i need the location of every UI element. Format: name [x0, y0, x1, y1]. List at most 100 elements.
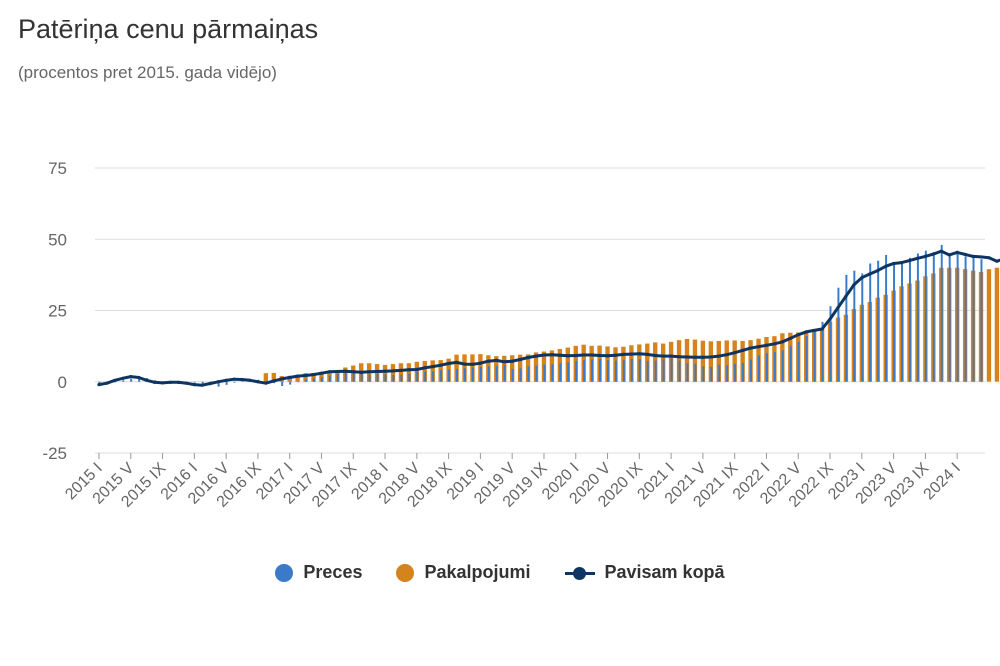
- total-point: [629, 352, 633, 356]
- total-point: [240, 377, 244, 382]
- total-point: [741, 348, 745, 352]
- total-point: [454, 360, 459, 364]
- goods-bar: [789, 346, 792, 382]
- total-point: [852, 283, 856, 287]
- goods-bar: [273, 381, 276, 384]
- goods-bar: [813, 330, 816, 382]
- total-point: [923, 254, 928, 258]
- total-point: [160, 381, 165, 385]
- total-point: [478, 361, 483, 365]
- goods-bar: [734, 363, 737, 382]
- total-point: [772, 342, 777, 346]
- total-point: [558, 353, 562, 357]
- total-point: [884, 264, 888, 268]
- goods-bar: [901, 262, 903, 382]
- goods-bar: [885, 254, 888, 382]
- y-tick-label: 75: [48, 159, 67, 178]
- total-point: [669, 354, 673, 358]
- goods-bar: [765, 353, 768, 382]
- total-point: [780, 340, 784, 344]
- y-tick-label: -25: [42, 444, 67, 463]
- total-point: [391, 369, 395, 373]
- services-bar: [994, 267, 1000, 382]
- total-point: [121, 376, 125, 380]
- goods-bar: [916, 253, 919, 382]
- goods-bar: [718, 364, 721, 382]
- services-bar: [303, 373, 308, 382]
- goods-bar: [757, 355, 760, 382]
- total-point: [383, 369, 387, 373]
- goods-bar: [543, 364, 546, 382]
- total-point: [868, 272, 872, 276]
- goods-bars: [98, 244, 983, 387]
- goods-bar: [869, 263, 872, 382]
- preces-dot-icon: [275, 563, 294, 582]
- goods-bar: [328, 375, 331, 382]
- goods-bar: [241, 381, 244, 382]
- goods-bar: [948, 254, 951, 382]
- total-point: [351, 370, 355, 374]
- services-bar: [406, 363, 412, 382]
- services-bar: [422, 360, 427, 382]
- total-point: [907, 259, 912, 263]
- total-point: [216, 380, 220, 384]
- chart-title: Patēriņa cenu pārmaiņas: [18, 14, 319, 44]
- legend-item-pakalpojumi[interactable]: Pakalpojumi: [396, 562, 531, 583]
- legend-label-pakalpojumi: Pakalpojumi: [424, 562, 531, 582]
- total-point: [375, 369, 379, 374]
- total-point: [407, 368, 411, 372]
- goods-bar: [932, 252, 935, 382]
- total-point: [788, 336, 792, 341]
- total-point: [725, 353, 729, 357]
- goods-bar: [400, 374, 403, 382]
- total-point: [764, 343, 769, 347]
- y-tick-label: 50: [48, 230, 67, 249]
- total-point: [995, 259, 999, 263]
- services-bar: [986, 269, 992, 382]
- goods-bar: [114, 381, 117, 383]
- services-bar: [462, 354, 467, 382]
- total-point: [168, 380, 173, 384]
- legend-item-preces[interactable]: Preces: [275, 562, 362, 583]
- goods-bar: [320, 377, 323, 382]
- goods-bar: [193, 381, 196, 383]
- goods-bar: [742, 362, 745, 382]
- goods-bar: [130, 378, 133, 382]
- line-marker-icon: [564, 564, 595, 582]
- goods-bar: [924, 250, 927, 382]
- goods-bar: [686, 363, 689, 382]
- goods-bar: [305, 379, 308, 382]
- total-point: [431, 365, 435, 369]
- total-point: [796, 333, 800, 337]
- gridlines: [95, 167, 985, 454]
- total-point: [319, 371, 324, 375]
- goods-bar: [622, 360, 625, 382]
- total-point: [415, 367, 419, 372]
- total-point: [129, 375, 133, 379]
- total-point: [423, 366, 427, 370]
- services-bar: [700, 340, 706, 382]
- total-point: [756, 345, 761, 349]
- goods-bar: [638, 359, 641, 382]
- total-point: [590, 353, 594, 357]
- services-bar: [708, 341, 714, 382]
- goods-bar: [583, 360, 586, 382]
- total-line-series: [97, 249, 1000, 387]
- total-point: [748, 346, 753, 350]
- total-point: [637, 352, 641, 356]
- services-bar: [398, 363, 404, 382]
- total-point: [915, 256, 920, 260]
- goods-bar: [670, 358, 673, 382]
- goods-bar: [384, 374, 387, 382]
- total-point: [256, 380, 260, 384]
- total-point: [137, 375, 141, 380]
- goods-bar: [940, 244, 943, 382]
- goods-bar: [781, 350, 784, 382]
- total-point: [280, 377, 284, 381]
- legend-item-pavisam-kopa[interactable]: Pavisam kopā: [564, 562, 725, 583]
- total-point: [288, 375, 292, 380]
- goods-bar: [575, 360, 578, 382]
- total-point: [605, 354, 610, 358]
- goods-bar: [797, 341, 800, 382]
